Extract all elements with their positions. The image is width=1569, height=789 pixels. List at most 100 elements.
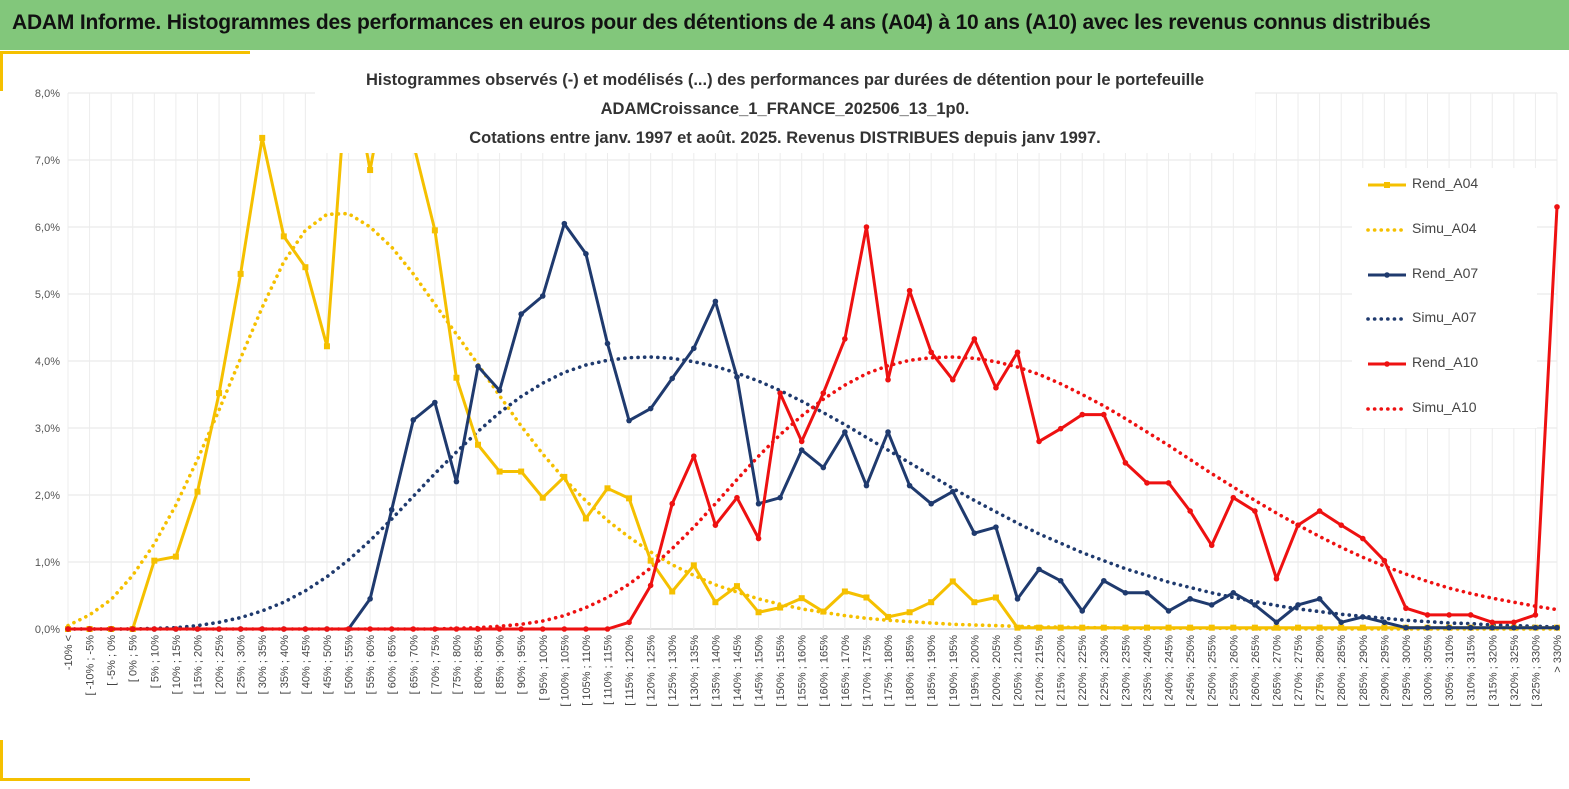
legend-swatch <box>1368 182 1406 188</box>
x-tick-label: [ 160% ; 165% <box>818 635 830 707</box>
data-point <box>1014 624 1021 631</box>
data-point <box>302 626 309 632</box>
data-point <box>1381 624 1388 631</box>
legend-label: Simu_A07 <box>1412 309 1477 326</box>
data-point <box>367 626 373 632</box>
data-point <box>583 251 589 257</box>
data-point <box>820 464 827 471</box>
data-point <box>734 374 740 380</box>
legend-label: Rend_A10 <box>1412 354 1479 371</box>
legend-swatch <box>1366 407 1408 411</box>
x-tick-label: [ 185% ; 190% <box>926 635 938 707</box>
x-tick-label: [ 225% ; 230% <box>1099 635 1111 707</box>
data-point <box>346 50 352 56</box>
series-Rend_A10 <box>65 204 1560 632</box>
data-point <box>842 429 848 435</box>
data-point <box>431 227 438 234</box>
series-line <box>68 222 1557 631</box>
data-point <box>388 506 395 513</box>
legend-label: Simu_A10 <box>1412 399 1477 415</box>
data-point <box>237 626 244 632</box>
data-point <box>885 429 891 435</box>
y-axis: 0,0% 1,0% 2,0% 3,0% 4,0% 5,0% 6,0% 7,0% 8,0% <box>35 88 60 636</box>
data-point <box>626 619 632 626</box>
data-point <box>820 608 827 615</box>
x-tick-label: [ 270% ; 275% <box>1293 635 1305 707</box>
data-point <box>734 494 740 501</box>
legend-swatch <box>1366 317 1408 322</box>
x-tick-label: [ 55% ; 60% <box>365 635 377 695</box>
x-tick-label: [ 105% ; 110% <box>581 635 593 706</box>
data-point <box>971 599 978 606</box>
data-point <box>518 468 525 475</box>
data-point <box>777 390 783 396</box>
x-tick-label: > 330% <box>1552 635 1564 673</box>
data-point <box>259 134 266 141</box>
data-point <box>216 390 223 397</box>
y-tick-label: 1,0% <box>35 557 60 569</box>
series-line <box>66 355 1559 631</box>
series-Rend_A07 <box>65 220 1560 632</box>
x-tick-label: [ 115% ; 120% <box>624 635 636 706</box>
data-point <box>259 626 266 632</box>
x-tick-label: [ 170% ; 175% <box>861 635 873 707</box>
data-point <box>755 500 762 507</box>
data-point <box>1014 596 1021 602</box>
data-point <box>885 376 891 383</box>
x-tick-label: [ 70% ; 75% <box>430 635 442 695</box>
data-point <box>172 553 179 560</box>
x-tick-label: [ 250% ; 255% <box>1207 635 1219 707</box>
data-point <box>842 336 848 342</box>
data-point <box>949 488 956 495</box>
data-point <box>712 298 719 305</box>
data-point <box>1338 522 1345 528</box>
y-tick-label: 2,0% <box>35 490 60 502</box>
data-point <box>690 562 697 569</box>
data-point <box>1403 605 1409 612</box>
data-point <box>928 599 935 606</box>
data-point <box>1295 522 1301 528</box>
x-axis: -10% < [ -10% ; -5% [ -5% ; 0% [ 0% ; 5% [ 5… <box>63 635 1564 707</box>
x-tick-label: [ 290% ; 295% <box>1379 635 1391 707</box>
y-tick-label: 7,0% <box>35 155 60 167</box>
data-point <box>1036 624 1043 631</box>
data-point <box>453 626 460 632</box>
x-tick-label: [ 235% ; 240% <box>1142 635 1154 707</box>
legend-item: Rend_A07 <box>1352 258 1537 288</box>
data-point <box>1230 494 1237 501</box>
data-point <box>302 264 309 271</box>
x-tick-label: [ 100% ; 105% <box>559 635 571 707</box>
x-tick-label: [ 325% ; 330% <box>1530 635 1542 707</box>
data-point <box>1424 612 1431 618</box>
data-point <box>993 524 999 530</box>
x-tick-label: [ 210% ; 215% <box>1034 635 1046 707</box>
series-Simu_A04 <box>66 211 1559 631</box>
x-tick-label: [ 280% ; 285% <box>1336 635 1348 707</box>
data-point <box>1511 624 1517 631</box>
x-tick-label: [ 110% ; 115% <box>602 635 614 705</box>
data-point <box>432 399 438 406</box>
x-tick-label: [ 130% ; 135% <box>689 635 701 707</box>
series-line <box>68 206 1559 631</box>
data-point <box>1403 624 1409 631</box>
data-point <box>1554 204 1560 210</box>
x-tick-label: [ 215% ; 220% <box>1056 635 1068 707</box>
data-point <box>410 417 417 423</box>
legend-swatch <box>1368 271 1406 278</box>
legend-label: Simu_A04 <box>1412 219 1477 236</box>
data-point <box>755 609 762 616</box>
data-point <box>798 595 805 602</box>
legend-swatch <box>1368 361 1406 367</box>
data-point <box>194 488 201 495</box>
data-point <box>561 473 568 480</box>
data-point <box>1057 577 1064 584</box>
data-point <box>992 594 999 601</box>
data-point <box>1187 596 1193 602</box>
legend-item: Simu_A10 <box>1352 392 1537 422</box>
data-point <box>906 287 913 294</box>
data-point <box>1208 542 1215 549</box>
y-tick-label: 0,0% <box>35 624 60 636</box>
data-point <box>971 530 978 536</box>
x-tick-label: [ 305% ; 310% <box>1444 635 1456 707</box>
